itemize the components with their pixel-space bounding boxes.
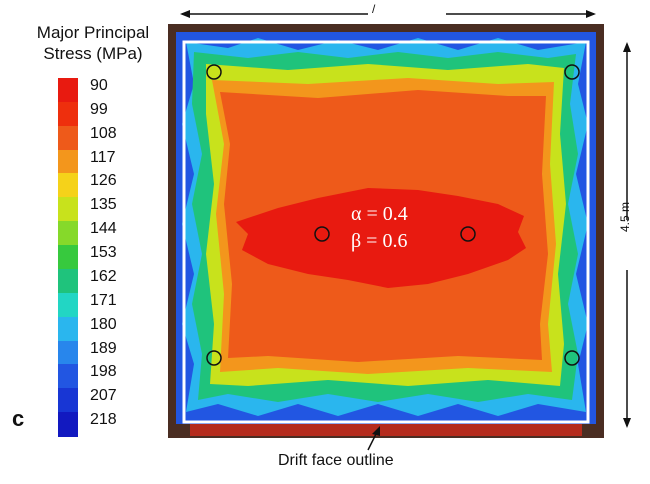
legend-label-90: 90 [90,77,108,94]
legend-label-153: 153 [90,244,117,262]
stress-contour-plot [168,24,604,438]
height-dimension-label: 4.5 m [618,201,632,232]
legend-label-189: 189 [90,339,117,357]
contour-band-bottom-red [190,422,582,436]
legend-label-162: 162 [90,267,117,285]
legend-label-207: 207 [90,387,117,405]
legend-label-126: 126 [90,172,117,190]
monitor-point-mid-left [314,226,330,242]
legend-swatch-171 [58,292,78,318]
monitor-point-bottom-right [564,350,580,366]
legend-label-171: 171 [90,291,117,309]
width-arrow-right-head [586,10,596,18]
height-dimension-arrow [623,42,631,428]
legend-colorbar [58,78,78,437]
height-arrow-bottom-head [623,418,631,428]
width-arrow-left-head [180,10,190,18]
legend-swatch-117 [58,149,78,175]
outline-pointer-arrow [367,426,380,451]
legend-title-line2: Stress (MPa) [43,44,143,63]
legend-label-99: 99 [90,100,108,118]
legend-swatch-144 [58,221,78,246]
legend-swatch-180 [58,316,78,342]
legend-swatch-90 [58,78,78,103]
legend-label-144: 144 [90,220,117,238]
monitor-point-top-left [206,64,222,80]
legend-swatch-108 [58,125,78,151]
legend-swatch-162 [58,268,78,294]
width-dimension-label: / [372,2,376,16]
legend-title-line1: Major Principal [36,23,150,42]
legend-labels: 90 99 108 117 126 135 144 153 162 171 180 189 198 207… [90,78,140,436]
legend-swatch-218 [58,412,78,437]
legend-label-135: 135 [90,196,117,214]
legend-swatch-189 [58,340,78,365]
legend-swatch-135 [58,197,78,222]
legend-swatch-198 [58,364,78,389]
monitor-point-mid-right [460,226,476,242]
legend-label-180: 180 [90,315,117,333]
legend-swatch-207 [58,388,78,413]
drift-face-outline [182,40,590,424]
drift-face-outline-label: Drift face outline [278,452,394,469]
legend-label-198: 198 [90,363,117,381]
outline-pointer-head [372,426,380,436]
height-arrow-top-head [623,42,631,52]
beta-parameter-text: β = 0.6 [351,230,408,252]
legend-label-117: 117 [90,148,116,166]
legend-swatch-99 [58,101,78,127]
legend-title: Major Principal Stress (MPa) [18,22,168,64]
legend-label-108: 108 [90,124,117,142]
contour-band-90 [236,188,526,288]
legend-label-218: 218 [90,411,117,429]
legend-swatch-153 [58,245,78,270]
panel-label: c [12,406,25,431]
alpha-parameter-text: α = 0.4 [351,203,408,225]
monitor-point-bottom-left [206,350,222,366]
legend-swatch-126 [58,173,78,198]
monitor-point-top-right [564,64,580,80]
width-dimension-arrow [180,10,596,18]
